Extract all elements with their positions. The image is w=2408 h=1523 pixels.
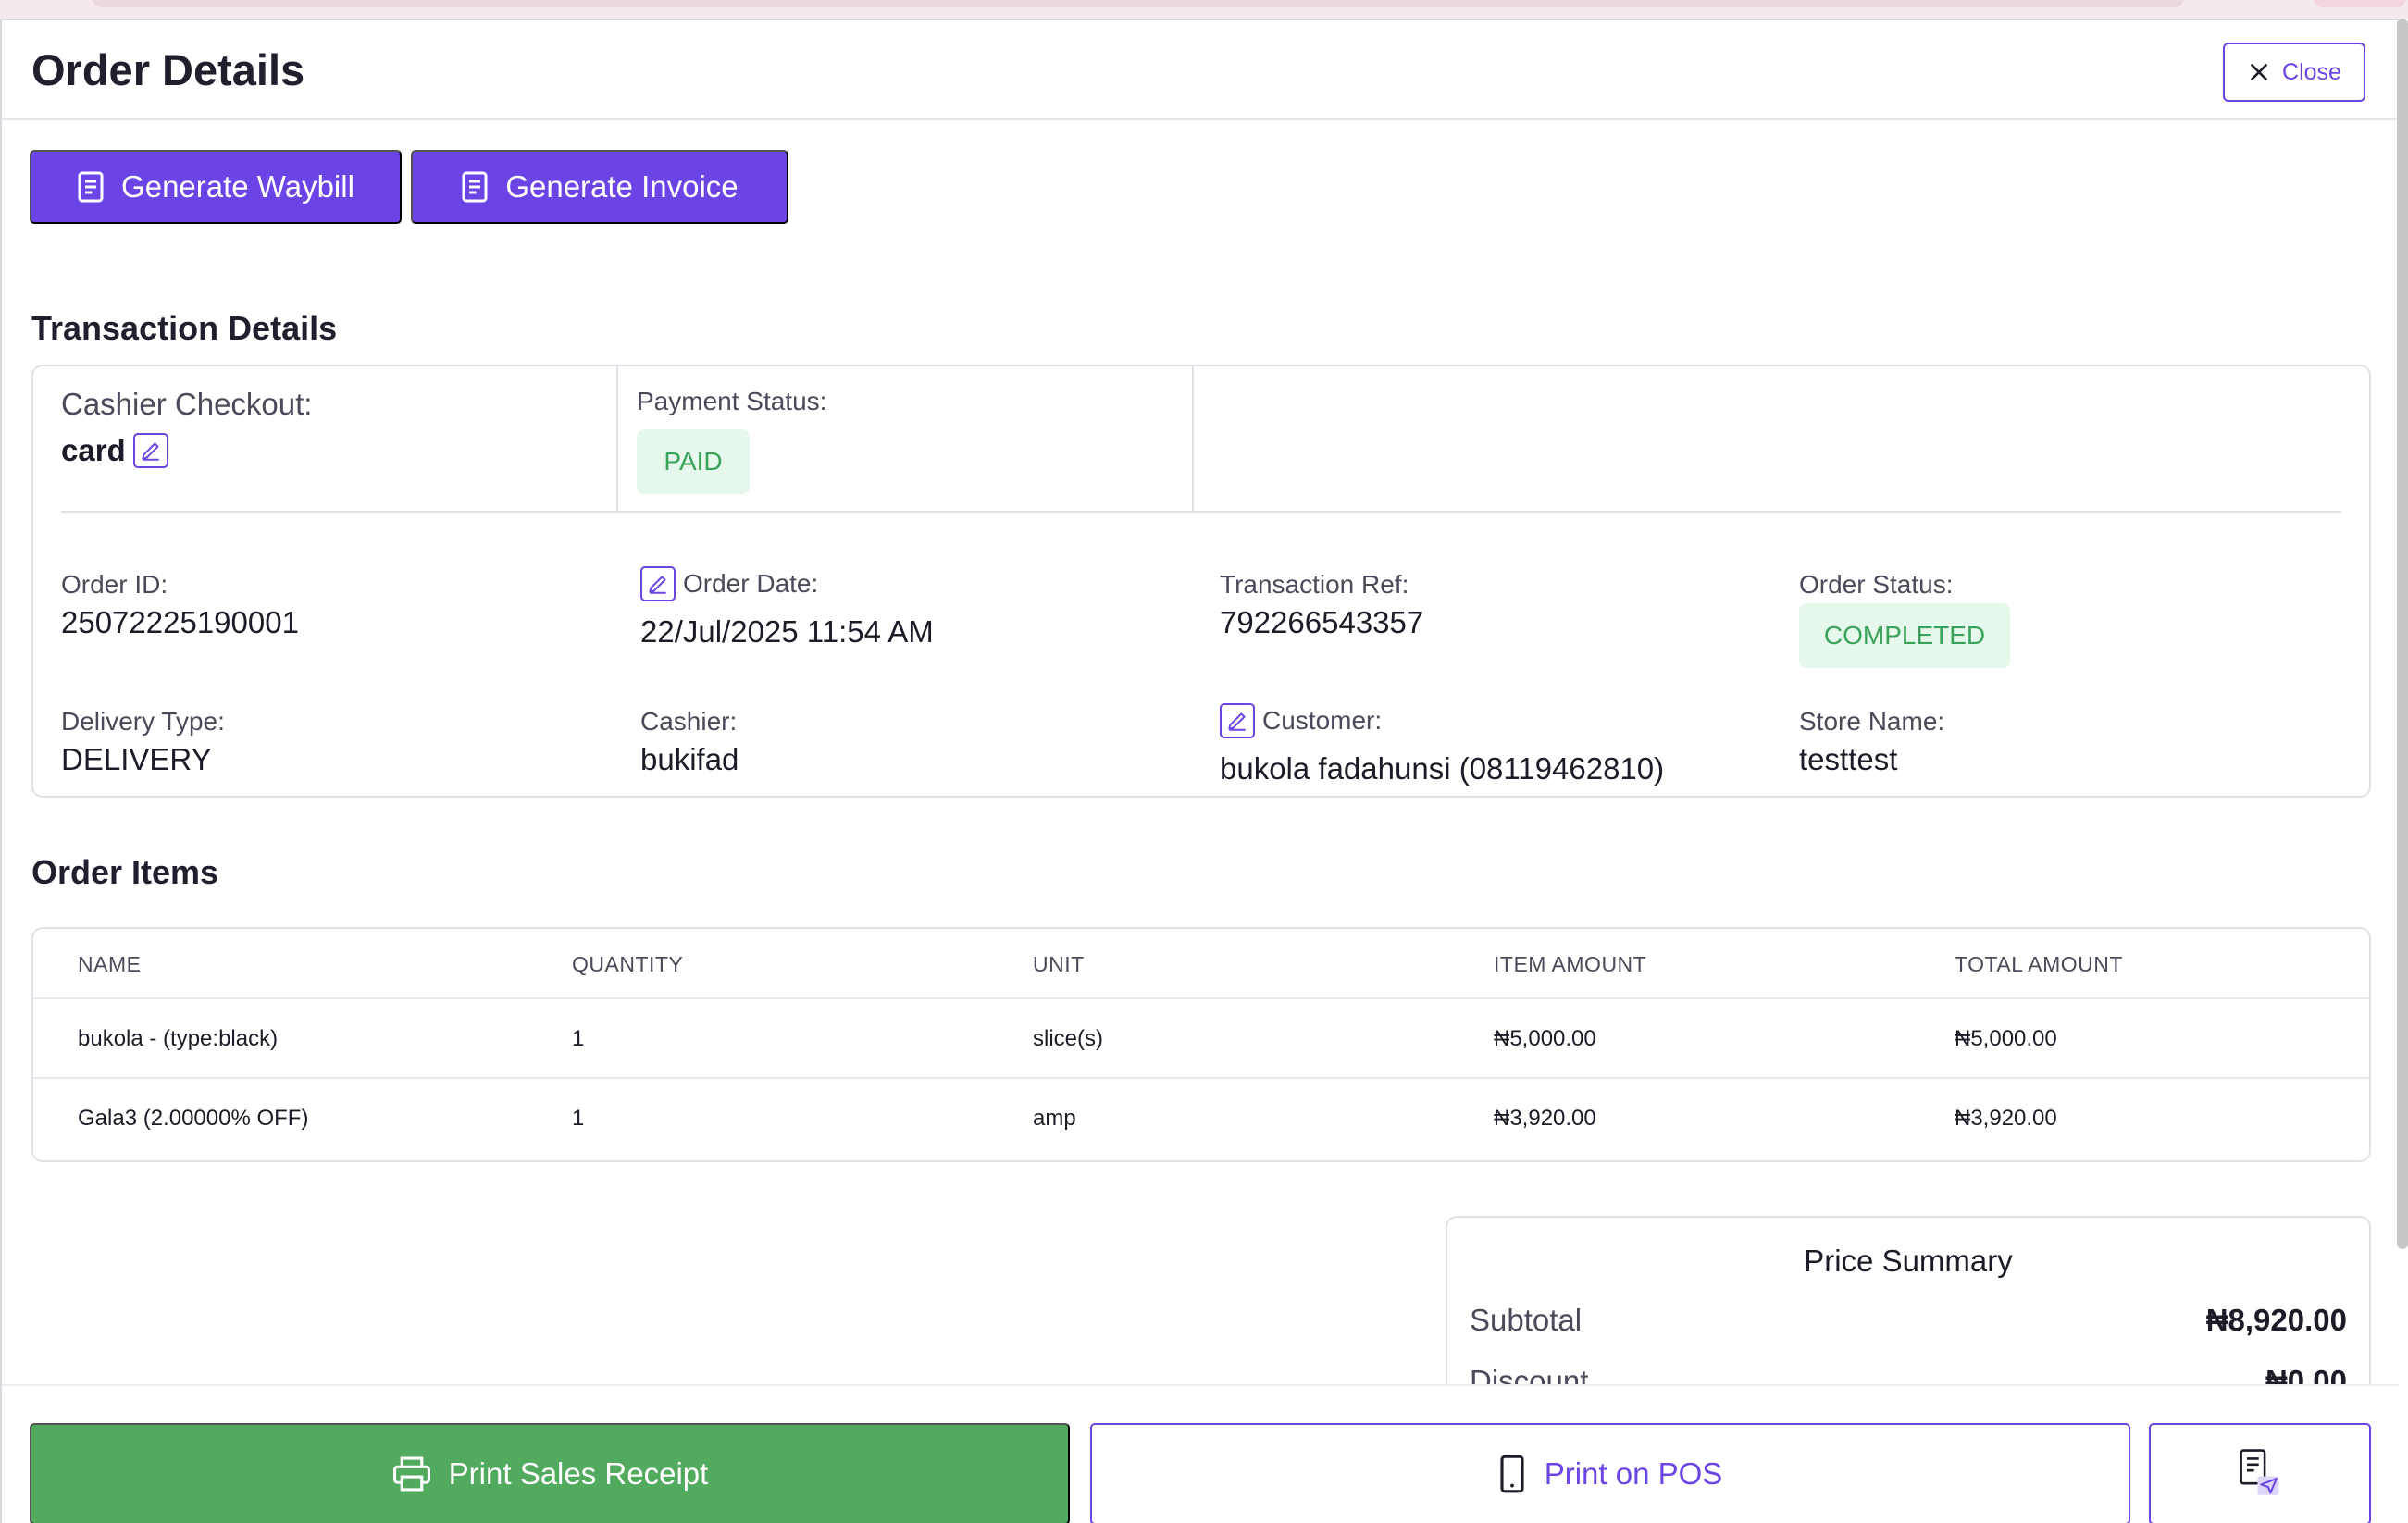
cell-name: Gala3 (2.00000% OFF) [78, 1106, 309, 1131]
transaction-details-card: Cashier Checkout: card Payment Status: P… [31, 365, 2371, 798]
edit-customer-button[interactable] [1220, 703, 1255, 738]
divider [61, 511, 2341, 513]
transaction-ref-label: Transaction Ref: [1220, 570, 1409, 599]
generate-invoice-button[interactable]: Generate Invoice [411, 150, 788, 224]
subtotal-label: Subtotal [1470, 1303, 1583, 1337]
print-sales-receipt-label: Print Sales Receipt [448, 1456, 709, 1491]
generate-waybill-button[interactable]: Generate Waybill [30, 150, 402, 224]
modal-header: Order Details Close [2, 20, 2399, 120]
generate-waybill-label: Generate Waybill [121, 169, 354, 204]
document-icon [78, 171, 104, 203]
background-pill-right [2314, 0, 2406, 7]
cashier-checkout-label: Cashier Checkout: [61, 387, 313, 421]
transaction-details-title: Transaction Details [31, 309, 338, 347]
delivery-type-value: DELIVERY [61, 742, 212, 776]
divider [1192, 366, 1194, 513]
cell-unit: amp [1033, 1106, 1076, 1131]
cell-name: bukola - (type:black) [78, 1026, 279, 1051]
column-header-name: NAME [78, 952, 142, 976]
edit-icon [142, 442, 159, 461]
order-date-value: 22/Jul/2025 11:54 AM [640, 614, 934, 649]
mobile-device-icon [1500, 1455, 1524, 1493]
send-receipt-icon [2240, 1449, 2279, 1495]
cell-item-amount: ₦3,920.00 [1494, 1106, 1596, 1131]
order-items-title: Order Items [31, 853, 219, 891]
cell-total-amount: ₦5,000.00 [1955, 1026, 2057, 1051]
subtotal-value: ₦8,920.00 [2205, 1303, 2347, 1337]
close-button[interactable]: Close [2223, 43, 2365, 102]
store-name-label: Store Name: [1799, 707, 1945, 736]
page-title: Order Details [31, 45, 305, 94]
cashier-checkout-value: card [61, 433, 168, 468]
payment-status-label: Payment Status: [637, 387, 827, 415]
printer-icon [392, 1456, 430, 1492]
order-details-modal: Order Details Close Generate Waybill Gen… [0, 19, 2399, 1523]
cell-quantity: 1 [572, 1026, 585, 1051]
store-name-value: testtest [1799, 742, 1898, 776]
table-header-row: NAME QUANTITY UNIT ITEM AMOUNT TOTAL AMO… [33, 929, 2369, 999]
divider [616, 366, 618, 513]
print-sales-receipt-button[interactable]: Print Sales Receipt [30, 1423, 1070, 1523]
column-header-item-amount: ITEM AMOUNT [1494, 952, 1647, 976]
delivery-type-label: Delivery Type: [61, 707, 225, 736]
cashier-checkout-text: card [61, 433, 126, 467]
background-strip [0, 0, 2408, 19]
send-receipt-button[interactable] [2149, 1423, 2371, 1523]
customer-value: bukola fadahunsi (08119462810) [1220, 751, 1665, 786]
customer-label-row: Customer: [1220, 703, 1382, 738]
modal-footer: Print Sales Receipt Print on POS [2, 1384, 2399, 1523]
order-id-label: Order ID: [61, 570, 168, 599]
order-id-value: 25072225190001 [61, 605, 299, 639]
cell-total-amount: ₦3,920.00 [1955, 1106, 2057, 1131]
order-date-label: Order Date: [683, 569, 819, 598]
order-status-label: Order Status: [1799, 570, 1954, 599]
payment-status-badge: PAID [637, 429, 750, 494]
scrollbar[interactable] [2397, 19, 2408, 1249]
generate-invoice-label: Generate Invoice [505, 169, 739, 204]
table-row: bukola - (type:black) 1 slice(s) ₦5,000.… [33, 999, 2369, 1079]
close-label: Close [2282, 58, 2341, 85]
cell-unit: slice(s) [1033, 1026, 1103, 1051]
order-items-table: NAME QUANTITY UNIT ITEM AMOUNT TOTAL AMO… [31, 927, 2371, 1162]
cell-quantity: 1 [572, 1106, 585, 1131]
edit-order-date-button[interactable] [640, 566, 676, 601]
edit-checkout-button[interactable] [132, 433, 168, 468]
order-status-badge: COMPLETED [1799, 603, 2010, 668]
edit-icon [649, 576, 666, 594]
cashier-label: Cashier: [640, 707, 738, 736]
table-row: Gala3 (2.00000% OFF) 1 amp ₦3,920.00 ₦3,… [33, 1079, 2369, 1158]
cashier-value: bukifad [640, 742, 739, 776]
print-on-pos-button[interactable]: Print on POS [1090, 1423, 2130, 1523]
column-header-total-amount: TOTAL AMOUNT [1955, 952, 2123, 976]
order-date-label-row: Order Date: [640, 566, 818, 601]
background-pill [93, 0, 2184, 7]
price-summary-title: Price Summary [1804, 1244, 2013, 1278]
column-header-quantity: QUANTITY [572, 952, 684, 976]
document-icon [462, 171, 488, 203]
edit-icon [1228, 712, 1246, 731]
close-icon [2251, 64, 2267, 80]
cell-item-amount: ₦5,000.00 [1494, 1026, 1596, 1051]
customer-label: Customer: [1262, 706, 1383, 735]
print-on-pos-label: Print on POS [1544, 1456, 1723, 1491]
transaction-ref-value: 792266543357 [1220, 605, 1424, 639]
column-header-unit: UNIT [1033, 952, 1085, 976]
